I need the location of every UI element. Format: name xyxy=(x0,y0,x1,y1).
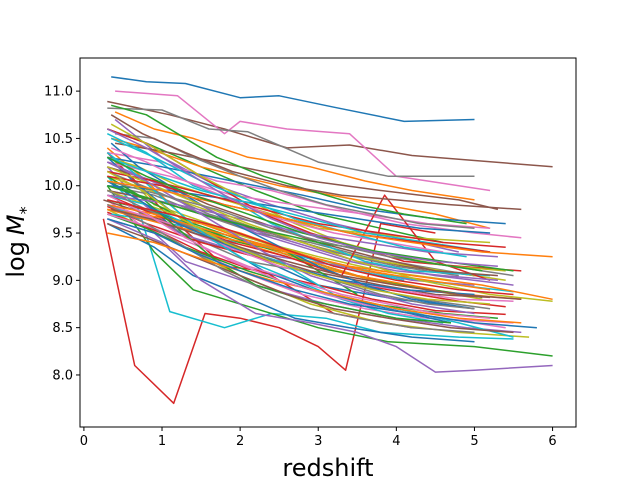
series-layer xyxy=(102,76,553,405)
y-axis-label: log M* xyxy=(2,206,35,277)
x-tick-label: 4 xyxy=(392,434,400,449)
series-line-83 xyxy=(106,156,483,272)
y-tick-label: 11.0 xyxy=(44,85,73,100)
x-axis-label: redshift xyxy=(282,454,373,480)
x-tick-label: 6 xyxy=(548,434,556,449)
x-tick-label: 3 xyxy=(314,434,322,449)
x-tick-label: 5 xyxy=(470,434,478,449)
series-line-82 xyxy=(107,180,553,258)
series-line-60 xyxy=(106,152,444,324)
x-tick-label: 1 xyxy=(158,434,166,449)
series-line-79 xyxy=(106,170,491,305)
y-tick-label: 8.0 xyxy=(52,368,73,383)
series-line-70 xyxy=(107,156,491,253)
series-line-61 xyxy=(107,184,491,234)
y-axis-label-var: M xyxy=(2,214,30,235)
series-line-68 xyxy=(106,204,475,334)
series-line-1 xyxy=(111,76,475,123)
x-axis-ticks: 0 1 2 3 4 5 6 xyxy=(80,427,557,449)
series-line-7 xyxy=(115,90,491,192)
series-line-16 xyxy=(114,142,499,211)
y-tick-label: 10.5 xyxy=(44,132,73,147)
series-line-2 xyxy=(114,111,475,201)
y-tick-label: 9.5 xyxy=(52,227,73,242)
series-line-73 xyxy=(107,184,514,272)
series-line-53 xyxy=(111,104,467,225)
series-line-80 xyxy=(110,137,467,258)
series-line-63 xyxy=(106,175,452,324)
series-line-75 xyxy=(106,161,475,315)
series-line-8 xyxy=(107,107,475,178)
plot-frame xyxy=(79,57,577,428)
y-axis-ticks: 8.0 8.5 9.0 9.5 10.0 10.5 11.0 xyxy=(44,85,80,383)
series-line-84 xyxy=(107,199,514,296)
y-tick-label: 8.5 xyxy=(52,321,73,336)
x-tick-label: 0 xyxy=(80,434,88,449)
series-line-66 xyxy=(107,222,514,334)
y-axis-label-base: log xyxy=(2,241,30,278)
series-line-85 xyxy=(106,128,498,267)
series-line-56 xyxy=(110,114,522,211)
series-line-81 xyxy=(107,218,537,329)
series-line-40 xyxy=(106,133,491,277)
y-tick-label: 9.0 xyxy=(52,274,73,289)
series-line-21 xyxy=(106,222,475,343)
x-tick-label: 2 xyxy=(236,434,244,449)
y-tick-label: 10.0 xyxy=(44,179,73,194)
series-line-35 xyxy=(107,218,522,334)
series-line-76 xyxy=(111,208,522,301)
y-axis-label-sub: * xyxy=(16,206,35,214)
series-line-45 xyxy=(107,218,553,373)
